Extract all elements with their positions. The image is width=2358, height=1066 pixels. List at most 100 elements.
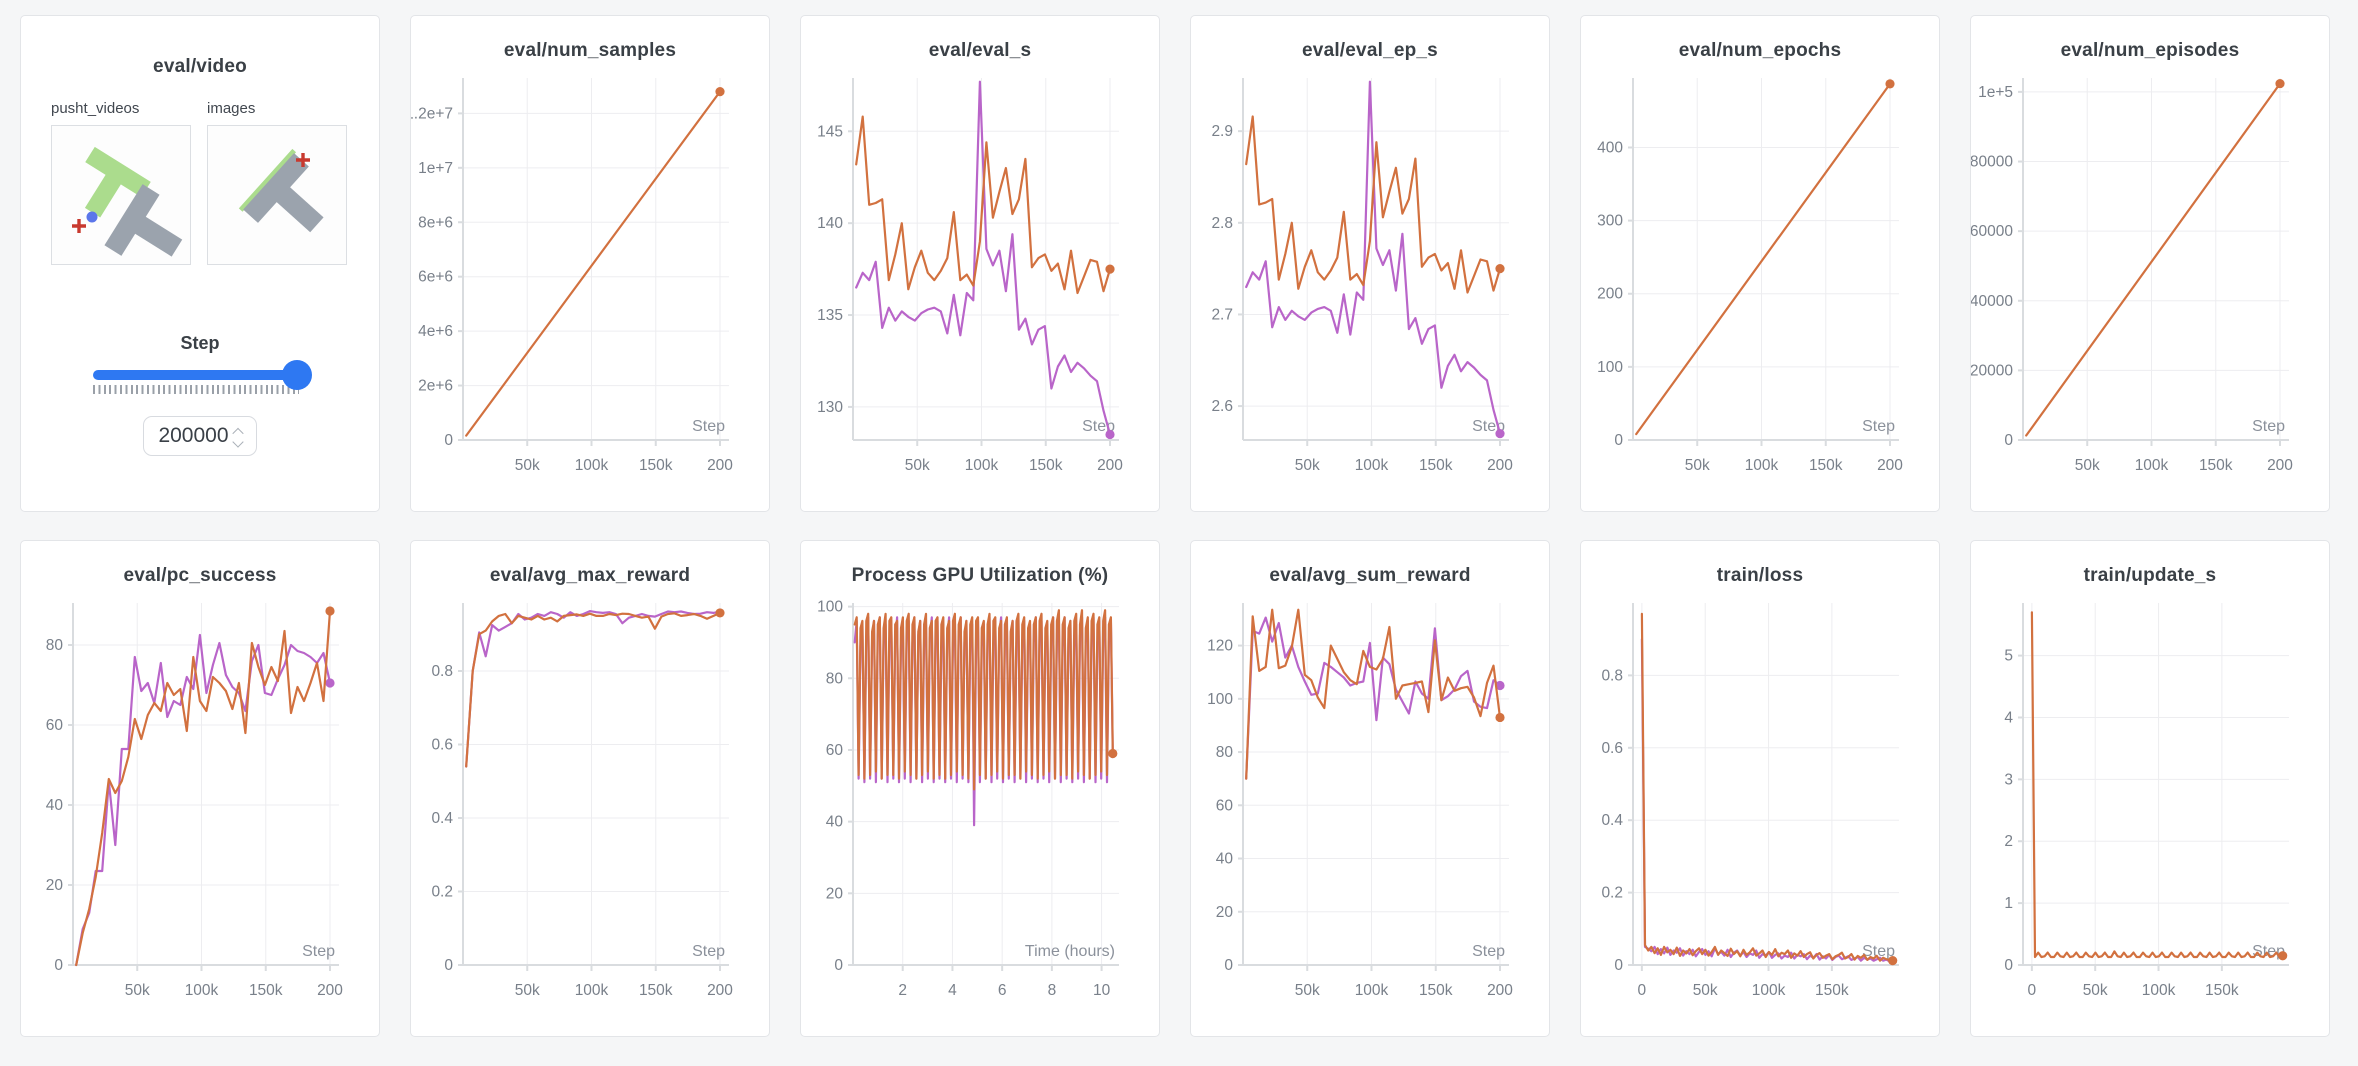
series-endpoint-dot-run-purple [1105,429,1115,440]
chart-canvas[interactable]: 50k 100k 150k 200 0 100 200 300 400 Step [1581,66,1913,490]
chart-panel: eval/avg_sum_reward 50k 100k 150k 200 0 20 40 60… [1190,540,1550,1037]
svg-text:6e+6: 6e+6 [418,269,453,286]
stepper-down-icon[interactable] [231,435,244,448]
pusht-scene-image [72,146,183,257]
svg-text:50k: 50k [2083,982,2108,999]
svg-text:0: 0 [2004,432,2013,449]
svg-text:100: 100 [1207,691,1233,708]
step-number-input[interactable]: 200000 [143,416,257,456]
svg-text:150k: 150k [1029,457,1063,474]
svg-text:60: 60 [46,717,64,734]
chart-canvas[interactable]: 0 50k 100k 150k 0 0.2 0.4 0.6 0.8 Step [1581,591,1913,1015]
series-line-run-orange [2025,82,2282,437]
media-panel-eval-video: eval/video pusht_videos [20,15,380,512]
svg-text:0.2: 0.2 [431,883,453,900]
slider-thumb[interactable] [282,360,312,390]
svg-text:3: 3 [2004,771,2013,788]
svg-text:200: 200 [1487,982,1513,999]
svg-text:50k: 50k [1295,982,1320,999]
svg-text:5: 5 [2004,648,2013,665]
chart-title: train/update_s [2083,565,2217,586]
svg-text:80: 80 [46,637,64,654]
svg-text:0.6: 0.6 [431,736,453,753]
svg-text:0: 0 [444,957,453,974]
chart-canvas[interactable]: 50k 100k 150k 200 0 2e+6 4e+6 6e+6 8e+6 1e+7 1.2e+… [411,66,743,490]
target-cross-marker [72,219,86,233]
svg-text:100k: 100k [575,982,609,999]
series-endpoint-dot-run-orange [1495,264,1505,274]
chart-title: eval/avg_sum_reward [1269,565,1471,586]
slider-track[interactable] [93,360,312,390]
chart-title: eval/eval_ep_s [1302,40,1438,61]
x-axis-label: Step [302,943,335,960]
series-line-run-orange [465,611,722,768]
chart-canvas[interactable]: 50k 100k 150k 200 0 0.2 0.4 0.6 0.8 Step [411,591,743,1015]
svg-text:20: 20 [1216,904,1234,921]
svg-text:50k: 50k [905,457,930,474]
svg-text:6: 6 [998,982,1007,999]
svg-text:100k: 100k [2142,982,2176,999]
svg-text:400: 400 [1597,139,1623,156]
svg-text:200: 200 [1097,457,1123,474]
chart-panel: eval/num_samples 50k 100k 150k 200 0 2e+6 4e+6 6… [410,15,770,512]
svg-text:100k: 100k [1355,982,1389,999]
chart-title: eval/pc_success [123,565,277,586]
slider-ruler-ticks [93,385,299,394]
chart-canvas[interactable]: 50k 100k 150k 200 0 20000 40000 60000 80000 1e+5 S… [1971,66,2303,490]
images-thumb-block: images [207,100,347,265]
svg-text:100: 100 [1597,359,1623,376]
stepper-arrows[interactable] [231,427,244,448]
chart-title: eval/eval_s [928,40,1032,61]
object-t-shape [238,148,324,233]
images-thumbnail[interactable] [207,125,347,265]
svg-text:60000: 60000 [1971,223,2013,240]
step-slider[interactable] [93,360,312,394]
chart-canvas[interactable]: 50k 100k 150k 200 0 20 40 60 80 100 120 Step [1191,591,1523,1015]
svg-text:0: 0 [1224,957,1233,974]
svg-text:0: 0 [444,432,453,449]
series-endpoint-dot-run-orange [715,608,725,618]
series-line-run-orange [1640,612,1894,962]
video-thumbnail[interactable] [51,125,191,265]
series-endpoint-dot-run-orange [1105,264,1115,274]
svg-text:100: 100 [817,599,843,616]
svg-text:140: 140 [817,215,843,232]
step-input-value: 200000 [158,424,229,447]
svg-text:100k: 100k [965,457,999,474]
svg-text:40: 40 [1216,851,1234,868]
chart-title: eval/num_samples [503,40,677,61]
series-line-run-orange [2030,611,2284,959]
svg-text:1.2e+7: 1.2e+7 [411,105,453,122]
chart-title: eval/num_epochs [1678,40,1842,61]
svg-text:40: 40 [826,814,844,831]
svg-text:20: 20 [46,877,64,894]
agent-dot-marker [86,211,98,223]
svg-text:0: 0 [2028,982,2037,999]
series-line-run-purple [75,633,332,967]
svg-text:60: 60 [826,742,844,759]
svg-text:1e+7: 1e+7 [418,160,453,177]
svg-text:0: 0 [1638,982,1647,999]
svg-text:8: 8 [1048,982,1057,999]
series-line-run-orange [1245,115,1502,294]
svg-text:50k: 50k [1685,457,1710,474]
series-line-run-orange [855,115,1112,295]
chart-canvas[interactable]: 50k 100k 150k 200 0 20 40 60 80 Step [21,591,353,1015]
svg-text:8e+6: 8e+6 [418,214,453,231]
series-endpoint-dot-run-orange [1885,79,1895,89]
series-endpoint-dot-run-orange [2275,78,2285,89]
svg-text:10: 10 [1093,982,1111,999]
x-axis-label: Step [1862,418,1895,435]
x-axis-label: Step [1862,943,1895,960]
svg-text:200: 200 [2267,457,2293,474]
svg-text:130: 130 [817,399,843,416]
svg-text:4e+6: 4e+6 [418,323,453,340]
svg-text:200: 200 [707,457,733,474]
pusht-obs-image [238,148,324,233]
svg-text:0.6: 0.6 [1601,740,1623,757]
